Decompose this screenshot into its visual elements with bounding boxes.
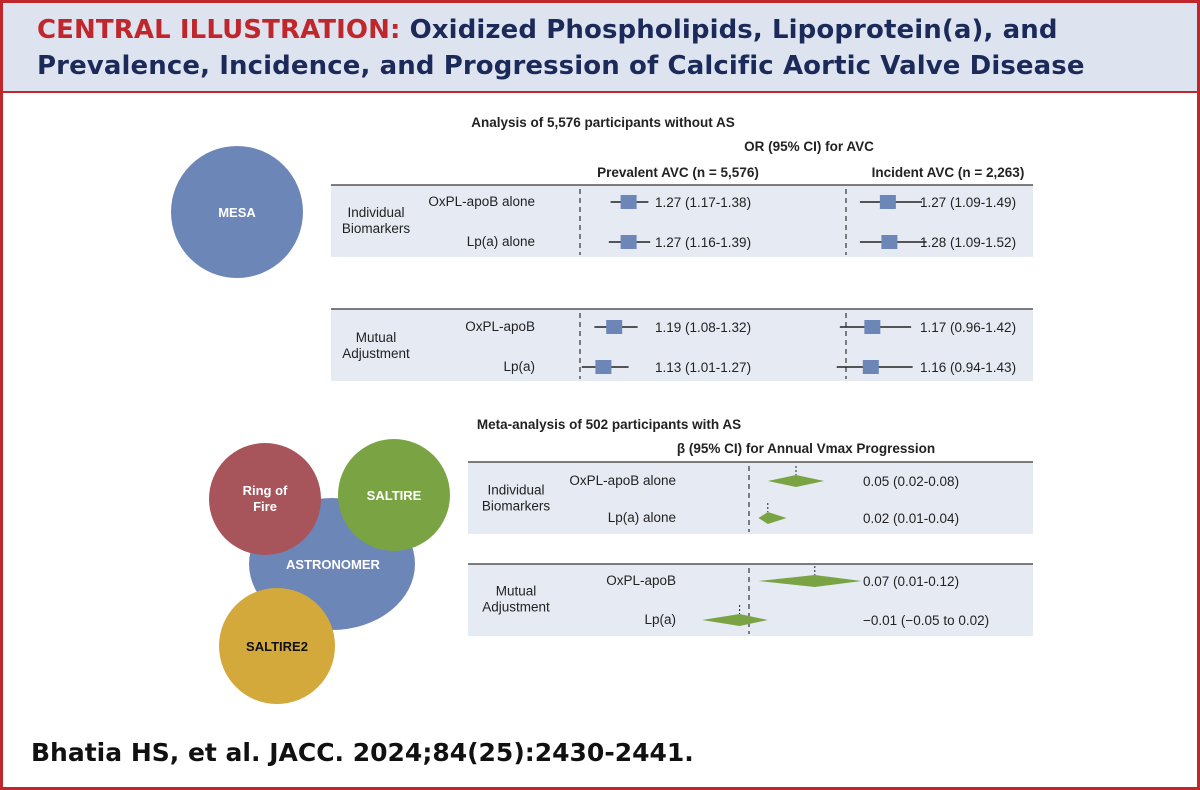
estimate-text: 1.27 (1.16-1.39) [655, 235, 751, 250]
group-label: Individual Biomarkers [342, 205, 411, 236]
header-banner: CENTRAL ILLUSTRATION: Oxidized Phospholi… [3, 3, 1197, 93]
title-line-1: CENTRAL ILLUSTRATION: Oxidized Phospholi… [37, 15, 1058, 45]
saltire-label: SALTIRE [367, 488, 422, 503]
estimate-text: 0.05 (0.02-0.08) [863, 474, 959, 489]
group-panel [468, 462, 1033, 534]
row-label: Lp(a) alone [467, 234, 535, 249]
forest-plot-figure: MESA ASTRONOMER Ring of Fire SALTIRE SALTIRE2… [171, 115, 1033, 704]
estimate-text: 1.28 (1.09-1.52) [920, 235, 1016, 250]
chart-title-top: Analysis of 5,576 participants without A… [471, 115, 735, 130]
estimate-text: 0.07 (0.01-0.12) [863, 574, 959, 589]
estimate-text: 0.02 (0.01-0.04) [863, 511, 959, 526]
point-estimate [881, 235, 898, 249]
group-panel [468, 564, 1033, 636]
estimate-text: 1.17 (0.96-1.42) [920, 320, 1016, 335]
title-lead: CENTRAL ILLUSTRATION: [37, 15, 401, 45]
citation: Bhatia HS, et al. JACC. 2024;84(25):2430… [31, 738, 694, 767]
estimate-text: 1.19 (1.08-1.32) [655, 320, 751, 335]
group-panel [331, 185, 1033, 257]
estimate-diamond [767, 475, 825, 487]
point-estimate [862, 360, 879, 374]
point-estimate [620, 235, 637, 249]
row-label: OxPL-apoB [606, 573, 676, 588]
estimate-diamond [758, 512, 787, 524]
saltire2-label: SALTIRE2 [246, 639, 308, 654]
row-label: OxPL-apoB alone [569, 473, 676, 488]
mesa-label: MESA [218, 205, 256, 220]
measure-label-top: OR (95% CI) for AVC [744, 139, 874, 154]
estimate-text: 1.27 (1.09-1.49) [920, 195, 1016, 210]
row-label: Lp(a) alone [608, 510, 676, 525]
group-label: Individual Biomarkers [482, 483, 551, 514]
measure-label-bottom: β (95% CI) for Annual Vmax Progression [677, 441, 935, 456]
ring-of-fire-circle [209, 443, 321, 555]
title-text-1: Oxidized Phospholipids, Lipoprotein(a), … [409, 15, 1058, 45]
point-estimate [595, 360, 612, 374]
saltire-circle [338, 439, 450, 551]
group-label: Mutual Adjustment [482, 584, 550, 615]
row-label: OxPL-apoB [465, 319, 535, 334]
ring-of-fire-label: Ring of Fire [243, 483, 288, 514]
row-label: OxPL-apoB alone [428, 194, 535, 209]
row-label: Lp(a) [644, 612, 676, 627]
group-label: Mutual Adjustment [342, 330, 410, 361]
mesa-circle [171, 146, 303, 278]
estimate-diamond [758, 575, 862, 587]
astronomer-label: ASTRONOMER [286, 557, 381, 572]
estimate-diamond [702, 614, 768, 626]
column-header-incident: Incident AVC (n = 2,263) [872, 165, 1025, 180]
group-panel [331, 309, 1033, 381]
point-estimate [879, 195, 896, 209]
estimate-text: 1.13 (1.01-1.27) [655, 360, 751, 375]
row-label: Lp(a) [503, 359, 535, 374]
estimate-text: 1.27 (1.17-1.38) [655, 195, 751, 210]
column-header-prevalent: Prevalent AVC (n = 5,576) [597, 165, 759, 180]
point-estimate [620, 195, 637, 209]
estimate-text: −0.01 (−0.05 to 0.02) [863, 613, 989, 628]
estimate-text: 1.16 (0.94-1.43) [920, 360, 1016, 375]
title-line-2: Prevalence, Incidence, and Progression o… [37, 51, 1085, 81]
saltire2-circle [219, 588, 335, 704]
point-estimate [864, 320, 881, 334]
point-estimate [606, 320, 623, 334]
chart-title-bottom: Meta-analysis of 502 participants with A… [477, 417, 741, 432]
